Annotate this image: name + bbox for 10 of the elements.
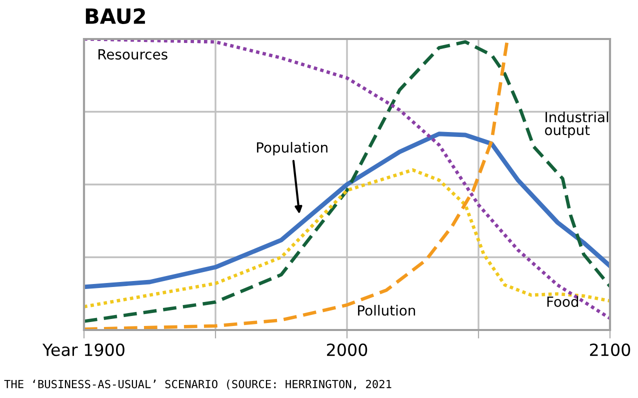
x-tick-label: 2100 [590,343,630,356]
x-tick-label: 2000 [327,343,368,356]
text: Population [256,142,328,156]
text: THE ‘BUSINESS-AS-USUAL’ SCENARIO (SOURCE: HERRINGTON, 2021 [4,380,392,390]
chart-title: BAU2 [86,8,145,24]
series-label: Food [547,296,578,307]
series-label: Resources [98,49,168,60]
series-label: Industrial output [545,112,608,138]
series-label: Pollution [358,304,416,316]
x-tick-label: Year 1900 [42,343,124,356]
